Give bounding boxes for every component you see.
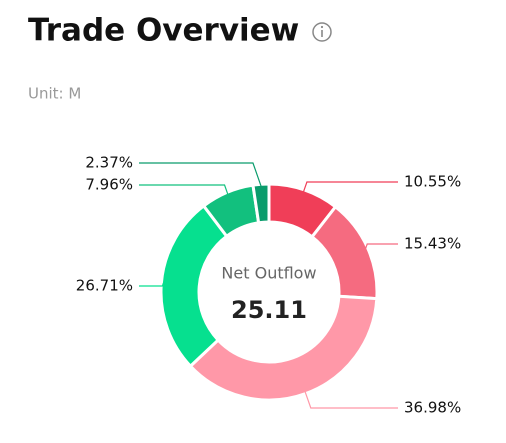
leader-line xyxy=(139,283,164,287)
leader-line xyxy=(304,391,398,409)
donut-segment xyxy=(159,203,229,369)
center-value: 25.11 xyxy=(231,296,307,324)
leader-line xyxy=(139,162,262,187)
subtitle: Unit: M xyxy=(28,85,81,103)
info-dot xyxy=(320,25,324,29)
leader-line xyxy=(302,181,398,192)
data-label: 10.55% xyxy=(404,173,461,191)
chart-title: Trade Overview xyxy=(28,13,299,49)
info-icon[interactable] xyxy=(312,22,332,42)
leader-line xyxy=(365,243,398,249)
data-label: 7.96% xyxy=(85,176,133,194)
donut-segment xyxy=(251,182,271,225)
leader-line xyxy=(139,184,229,195)
donut-segment xyxy=(188,294,379,402)
data-label: 2.37% xyxy=(85,154,133,172)
info-circle xyxy=(312,22,332,42)
data-label: 15.43% xyxy=(404,235,461,253)
center-label: Net Outflow xyxy=(221,264,316,283)
data-label: 26.71% xyxy=(76,277,133,295)
data-label: 36.98% xyxy=(404,399,461,417)
